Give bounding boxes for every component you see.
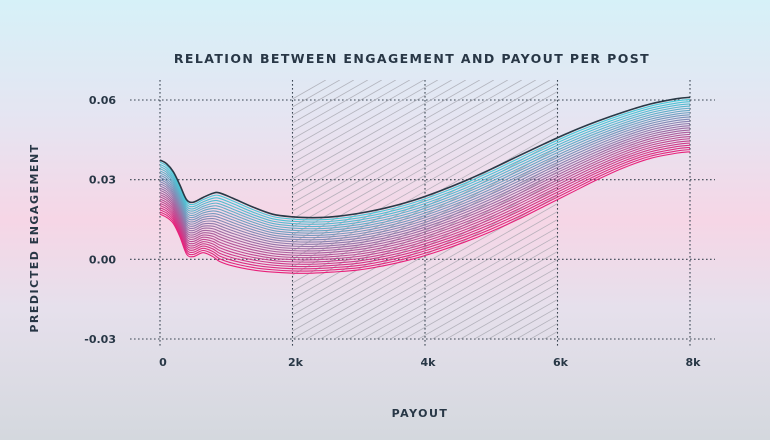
hatch-line (460, 283, 558, 339)
band-line (159, 138, 691, 261)
hatch-line (727, 80, 770, 339)
hatch-line (741, 80, 770, 339)
band-line (159, 101, 691, 223)
y-tick-label: 0.00 (89, 253, 116, 266)
x-tick-label: 2k (288, 356, 304, 369)
hatch-line (292, 80, 480, 188)
x-tick-label: 8k (686, 356, 702, 369)
band-line (159, 151, 691, 274)
hatch-line (292, 80, 466, 180)
hatch-line (587, 80, 770, 339)
hatch-region (292, 80, 770, 339)
hatch-line (376, 235, 558, 339)
band-line (159, 127, 691, 250)
hatch-line (292, 80, 382, 132)
hatch-line (292, 83, 558, 236)
band-line (159, 98, 691, 221)
x-tick-label: 6k (553, 356, 569, 369)
hatch-line (292, 91, 558, 244)
band-line (159, 149, 691, 272)
hatch-line (699, 80, 770, 339)
band-top-outline (159, 96, 691, 219)
band-line (159, 112, 691, 234)
band-line (159, 133, 691, 256)
x-tick-label: 0 (159, 356, 167, 369)
hatch-line (292, 80, 536, 220)
hatch-line (292, 80, 396, 140)
band-line (159, 146, 691, 270)
hatch-line (292, 163, 558, 316)
band-line (159, 122, 691, 245)
x-tick-labels: 0 2k 4k 6k 8k (159, 356, 701, 369)
hatch-line (474, 291, 558, 339)
hatch-line (292, 179, 558, 332)
hatch-line (320, 203, 558, 339)
y-tick-label: 0.03 (89, 174, 116, 187)
hatch-line (292, 187, 558, 339)
hatch-line (418, 259, 558, 339)
band-line (159, 131, 691, 254)
hatch-line (292, 155, 558, 308)
hatch-line (292, 80, 410, 148)
hatch-line (446, 275, 558, 339)
hatch-line (671, 80, 770, 339)
engagement-band (159, 96, 691, 274)
band-line (159, 114, 691, 236)
x-tick-label: 4k (421, 356, 437, 369)
band-line (159, 135, 691, 259)
y-tick-label: -0.03 (84, 333, 116, 346)
hatch-line (362, 227, 558, 339)
hatch-line (292, 80, 438, 164)
chart-title: RELATION BETWEEN ENGAGEMENT AND PAYOUT P… (174, 51, 650, 66)
hatch-line (292, 80, 452, 172)
band-line (159, 103, 691, 225)
hatch-line (292, 80, 522, 212)
band-line (159, 118, 691, 241)
hatch-line (292, 80, 494, 196)
hatch-line (601, 80, 770, 339)
band-line (159, 109, 691, 232)
hatch-line (755, 80, 770, 339)
hatch-line (404, 251, 558, 339)
hatch-line (432, 267, 558, 339)
hatch-line (334, 211, 558, 339)
hatch-line (544, 331, 558, 339)
hatch-line (348, 219, 558, 339)
y-tick-labels: -0.03 0.00 0.03 0.06 (84, 94, 116, 346)
hatch-line (390, 243, 558, 339)
band-line (159, 142, 691, 265)
band-line (159, 116, 691, 239)
y-axis-label: PREDICTED ENGAGEMENT (28, 143, 41, 332)
hatch-line (685, 80, 770, 339)
hatch-line (292, 80, 508, 204)
hatch-line (292, 115, 558, 268)
x-axis-label: PAYOUT (392, 407, 449, 420)
y-tick-label: 0.06 (89, 94, 116, 107)
hatch-line (292, 80, 550, 228)
band-line (159, 129, 691, 252)
hatch-line (713, 80, 770, 339)
hatch-line (292, 80, 424, 156)
band-line (159, 144, 691, 268)
hatch-line (292, 99, 558, 252)
band-line (159, 125, 691, 248)
band-line (159, 140, 691, 263)
band-line (159, 107, 691, 230)
band-line (159, 120, 691, 243)
band-line (159, 105, 691, 228)
